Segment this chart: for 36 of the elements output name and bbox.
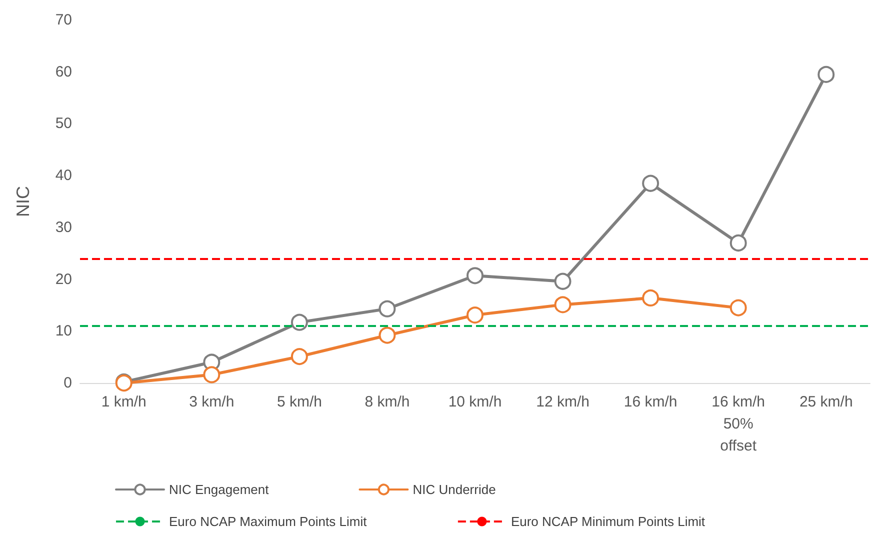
y-axis-title: NIC bbox=[13, 186, 33, 217]
y-tick-label: 0 bbox=[64, 374, 72, 392]
y-tick-label: 10 bbox=[55, 322, 72, 340]
y-tick-label: 70 bbox=[55, 12, 72, 28]
point bbox=[378, 326, 396, 344]
legend-label: Euro NCAP Maximum Points Limit bbox=[169, 514, 368, 529]
x-tick-label: 1 km/h bbox=[101, 394, 146, 410]
point bbox=[642, 289, 660, 306]
point bbox=[378, 300, 396, 318]
x-tick-label: 25 km/h bbox=[799, 394, 853, 410]
x-tick-label: 10 km/h bbox=[448, 394, 502, 410]
point bbox=[466, 306, 484, 324]
legend-label: NIC Underride bbox=[412, 482, 496, 497]
point bbox=[290, 314, 308, 331]
point bbox=[290, 348, 308, 366]
point bbox=[642, 174, 660, 192]
point bbox=[554, 296, 572, 314]
point bbox=[554, 272, 572, 290]
x-tick-label: 3 km/h bbox=[189, 394, 234, 410]
x-tick-label: 12 km/h bbox=[536, 394, 590, 410]
y-tick-label: 20 bbox=[55, 270, 72, 288]
point bbox=[730, 234, 747, 252]
legend-label: NIC Engagement bbox=[169, 482, 270, 497]
y-tick-label: 30 bbox=[55, 218, 72, 236]
x-tick-label: 8 km/h bbox=[364, 394, 410, 410]
point bbox=[466, 267, 484, 284]
legend-label: Euro NCAP Minimum Points Limit bbox=[510, 514, 706, 529]
point bbox=[203, 366, 220, 384]
y-tick-label: 60 bbox=[55, 63, 72, 80]
x-tick-label: 16 km/h 50% offset bbox=[712, 394, 766, 454]
y-tick-label: 40 bbox=[55, 167, 72, 184]
point bbox=[818, 66, 835, 83]
x-tick-label: 16 km/h bbox=[624, 394, 678, 410]
x-tick-label: 5 km/h bbox=[276, 394, 322, 410]
y-tick-label: 50 bbox=[55, 115, 72, 132]
point bbox=[730, 299, 747, 316]
